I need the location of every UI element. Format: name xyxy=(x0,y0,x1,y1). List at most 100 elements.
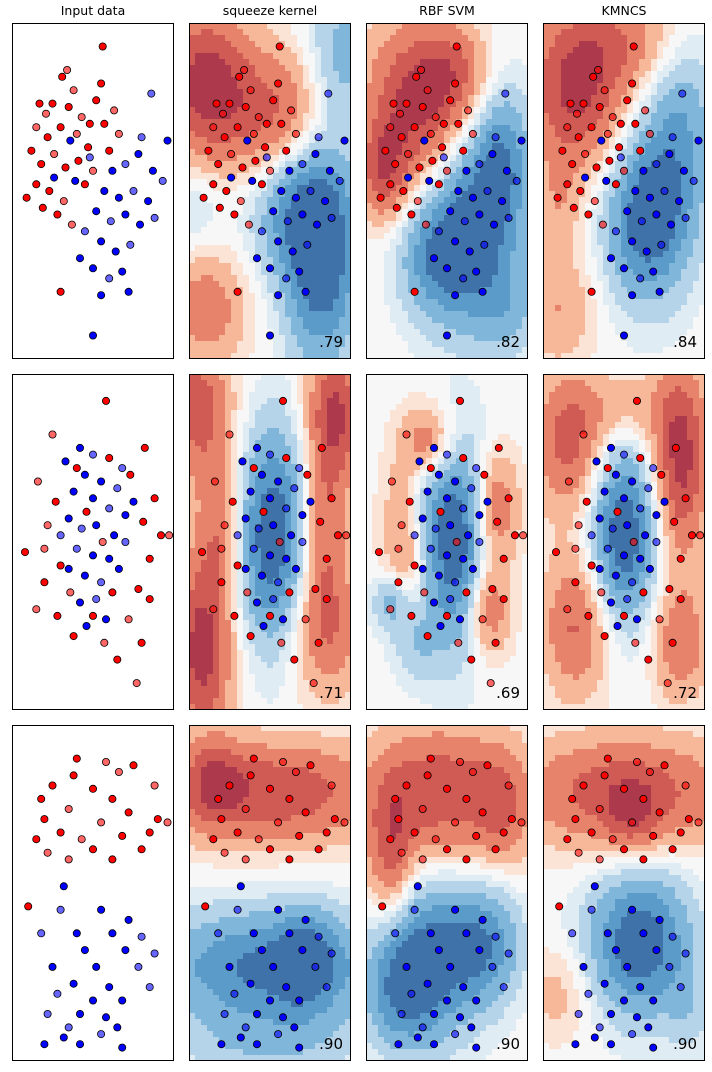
data-point-blue xyxy=(97,1030,106,1039)
data-point-blue xyxy=(600,487,609,496)
data-point-blue xyxy=(667,220,676,229)
data-point-blue xyxy=(468,193,477,202)
data-point-blue xyxy=(295,267,304,276)
data-point-red xyxy=(478,615,487,624)
data-point-blue xyxy=(89,450,98,459)
data-point-blue xyxy=(645,564,654,573)
data-point-red xyxy=(80,180,89,189)
data-point-red xyxy=(108,794,117,803)
column-title: Input data xyxy=(60,3,126,18)
panel-r0-c0 xyxy=(12,23,174,359)
data-point-red xyxy=(455,396,464,405)
data-point-red xyxy=(451,818,460,827)
data-point-red xyxy=(227,149,236,158)
data-point-blue xyxy=(475,160,484,169)
data-point-blue xyxy=(607,443,616,452)
data-point-red xyxy=(137,638,146,647)
data-point-red xyxy=(43,133,52,142)
data-point-blue xyxy=(265,494,274,503)
data-point-blue xyxy=(150,213,159,222)
data-point-blue xyxy=(241,564,250,573)
panel-frame xyxy=(366,725,528,1061)
data-point-red xyxy=(374,548,383,557)
data-point-blue xyxy=(668,133,677,142)
data-point-red xyxy=(663,679,672,688)
panel-frame xyxy=(543,374,705,710)
data-point-red xyxy=(285,855,294,864)
data-point-red xyxy=(418,103,427,112)
data-point-blue xyxy=(314,932,323,941)
data-point-blue xyxy=(80,946,89,955)
data-point-red xyxy=(464,106,473,115)
data-point-red xyxy=(571,578,580,587)
data-point-red xyxy=(233,561,242,570)
data-point-red xyxy=(613,507,622,516)
data-point-red xyxy=(598,220,607,229)
data-point-blue xyxy=(628,237,637,246)
data-point-red xyxy=(442,845,451,854)
data-points xyxy=(374,396,528,688)
data-point-red xyxy=(53,210,62,219)
data-point-blue xyxy=(265,331,274,340)
data-point-red xyxy=(40,544,49,553)
panel-frame xyxy=(366,374,528,710)
decision-surface xyxy=(366,725,528,1061)
data-point-blue xyxy=(442,551,451,560)
data-point-red xyxy=(394,815,403,824)
data-points xyxy=(197,396,351,688)
data-point-blue xyxy=(314,133,323,142)
data-point-red xyxy=(587,561,596,570)
data-point-blue xyxy=(249,544,258,553)
decision-surface xyxy=(366,23,528,359)
data-point-red xyxy=(507,815,516,824)
data-point-red xyxy=(241,855,250,864)
data-point-red xyxy=(438,143,447,152)
data-point-red xyxy=(633,758,642,767)
data-point-red xyxy=(124,808,133,817)
data-point-red xyxy=(303,470,312,479)
data-point-blue xyxy=(581,173,590,182)
decision-surface xyxy=(543,725,705,1061)
data-points xyxy=(199,42,349,340)
accuracy-score: .69 xyxy=(496,684,520,702)
data-point-blue xyxy=(407,989,416,998)
accuracy-score: .90 xyxy=(496,1035,520,1053)
data-point-red xyxy=(571,815,580,824)
data-point-red xyxy=(287,106,296,115)
data-point-blue xyxy=(636,504,645,513)
data-point-red xyxy=(150,494,159,503)
data-point-red xyxy=(105,146,114,155)
data-point-blue xyxy=(105,504,114,513)
data-point-red xyxy=(215,203,224,212)
data-point-red xyxy=(394,544,403,553)
data-point-red xyxy=(423,86,432,95)
data-point-blue xyxy=(446,207,455,216)
data-point-blue xyxy=(455,615,464,624)
data-point-red xyxy=(579,781,588,790)
data-point-red xyxy=(636,146,645,155)
data-point-blue xyxy=(660,497,669,506)
data-point-blue xyxy=(290,484,299,493)
data-point-blue xyxy=(76,1010,85,1019)
decision-surface xyxy=(543,374,705,710)
data-point-blue xyxy=(89,996,98,1005)
data-point-blue xyxy=(59,1033,68,1042)
data-point-blue xyxy=(298,511,307,520)
data-point-red xyxy=(595,103,604,112)
data-point-red xyxy=(222,186,231,195)
data-point-blue xyxy=(423,487,432,496)
data-point-red xyxy=(671,443,680,452)
data-point-blue xyxy=(472,464,481,473)
data-point-blue xyxy=(252,598,261,607)
data-point-blue xyxy=(611,946,620,955)
data-point-red xyxy=(423,771,432,780)
data-point-red xyxy=(241,805,250,814)
data-point-red xyxy=(85,119,94,128)
data-point-red xyxy=(285,588,294,597)
data-point-red xyxy=(399,186,408,195)
data-point-blue xyxy=(480,240,489,249)
data-point-blue xyxy=(587,905,596,914)
data-point-red xyxy=(246,632,255,641)
data-point-red xyxy=(22,193,31,202)
data-point-red xyxy=(24,902,33,911)
